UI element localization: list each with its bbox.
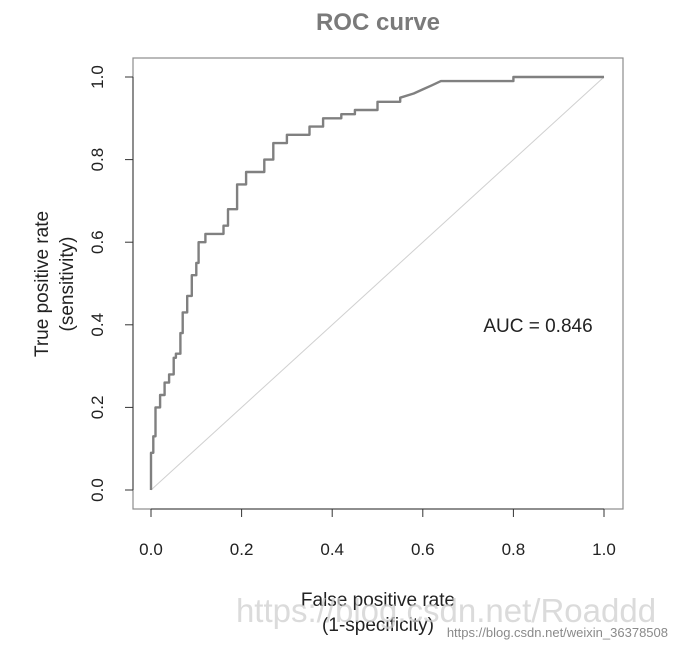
y-axis-title-line1: True positive rate: [32, 211, 53, 357]
y-tick-label: 1.0: [88, 65, 107, 89]
y-tick-label: 0.4: [88, 313, 107, 337]
watermark-main: https://blog.csdn.net/Roaddd: [236, 592, 656, 629]
x-tick-label: 0.2: [230, 540, 254, 559]
watermark-secondary: https://blog.csdn.net/weixin_36378508: [447, 625, 668, 640]
y-tick-label: 0.0: [88, 478, 107, 502]
auc-annotation: AUC = 0.846: [483, 316, 592, 337]
x-tick-label: 1.0: [592, 540, 616, 559]
x-tick-label: 0.4: [320, 540, 344, 559]
y-axis-title-line2: (sensitivity): [57, 236, 78, 331]
axis-layer: 0.0 0.2 0.4 0.6 0.8 1.0 0.0 0.2 0.4 0.6 0.8 1.0: [88, 65, 616, 559]
x-tick-label: 0.6: [411, 540, 435, 559]
roc-series-line: [149, 75, 604, 490]
reference-diagonal-line: [150, 76, 605, 491]
y-tick-label: 0.8: [88, 148, 107, 172]
x-tick-label: 0.8: [502, 540, 526, 559]
x-axis-title-line2: (1-specificity): [322, 615, 434, 636]
x-axis-title-line1: False positive rate: [301, 590, 455, 611]
x-tick-label: 0.0: [139, 540, 163, 559]
chart-title: ROC curve: [316, 9, 440, 36]
y-tick-label: 0.6: [88, 230, 107, 254]
y-tick-label: 0.2: [88, 396, 107, 420]
